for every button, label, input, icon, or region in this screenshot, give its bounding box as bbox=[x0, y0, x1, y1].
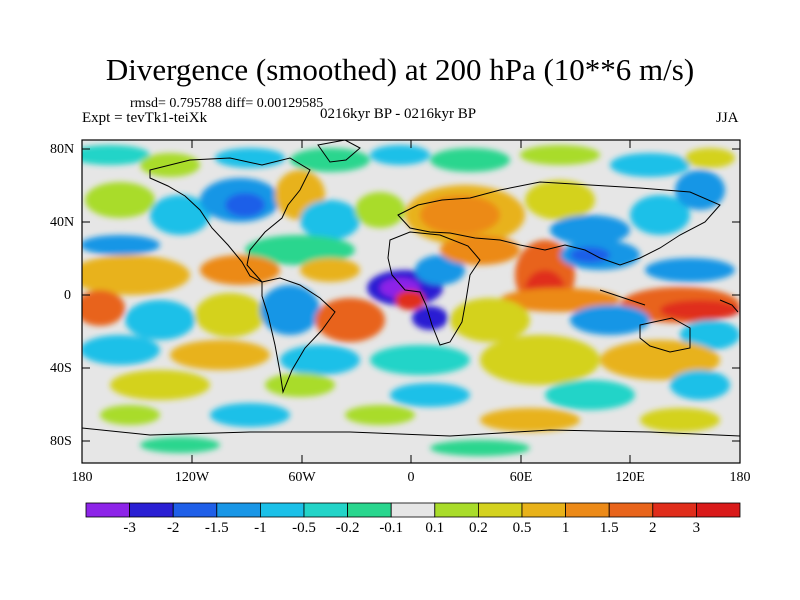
lat-label-40s: 40S bbox=[50, 361, 72, 376]
colorbar-swatch bbox=[608, 502, 654, 518]
lon-label-60e: 60E bbox=[509, 470, 533, 485]
latitude-ticks bbox=[82, 148, 740, 442]
colorbar-swatch bbox=[565, 502, 610, 518]
colorbar-tick: 2 bbox=[649, 520, 657, 536]
colorbar-swatch bbox=[172, 502, 218, 518]
lat-label-40n: 40N bbox=[50, 215, 75, 230]
colorbar bbox=[85, 502, 741, 518]
colorbar-tick: -3 bbox=[123, 520, 136, 536]
colorbar-tick: 1.5 bbox=[599, 520, 619, 536]
colorbar-tick: -2 bbox=[166, 520, 180, 536]
colorbar-tick: -1 bbox=[254, 520, 267, 536]
colorbar-swatch bbox=[696, 502, 741, 518]
colorbar-tick: 0.1 bbox=[425, 520, 445, 536]
coastlines bbox=[82, 140, 740, 437]
colorbar-swatch bbox=[303, 502, 348, 518]
period-label: 0216kyr BP - 0216kyr BP bbox=[320, 106, 477, 122]
colorbar-swatch bbox=[347, 502, 392, 518]
colorbar-tick: 1 bbox=[561, 520, 570, 536]
lon-label-60w: 60W bbox=[288, 470, 316, 485]
lon-label-180w: 180 bbox=[71, 470, 93, 485]
colorbar-swatch bbox=[85, 502, 130, 518]
colorbar-swatch bbox=[259, 502, 305, 518]
colorbar-tick: -0.2 bbox=[335, 520, 360, 536]
colorbar-swatch bbox=[652, 502, 697, 518]
colorbar-tick: -0.5 bbox=[292, 520, 316, 536]
colorbar-tick: 0.5 bbox=[512, 520, 532, 536]
lon-label-0: 0 bbox=[407, 470, 415, 485]
lat-label-80n: 80N bbox=[50, 142, 75, 157]
colorbar-tick: 0.2 bbox=[469, 520, 488, 536]
colorbar-swatch bbox=[477, 502, 523, 518]
colorbar-swatch bbox=[521, 502, 566, 518]
colorbar-swatch bbox=[390, 502, 436, 518]
experiment-label: Expt = tevTk1-teiXk bbox=[82, 110, 208, 126]
divergence-field bbox=[82, 140, 740, 463]
statistics-label: rmsd= 0.795788 diff= 0.00129585 bbox=[130, 96, 324, 111]
colorbar-tick: 3 bbox=[692, 520, 701, 536]
colorbar-swatch bbox=[216, 502, 261, 518]
colorbar-tick: -1.5 bbox=[204, 520, 229, 536]
season-label: JJA bbox=[716, 110, 739, 126]
lat-label-eq: 0 bbox=[64, 288, 71, 303]
lon-label-180e: 180 bbox=[729, 470, 751, 485]
colorbar-swatch bbox=[129, 502, 174, 518]
longitude-ticks bbox=[191, 140, 631, 463]
lon-label-120e: 120E bbox=[615, 470, 645, 485]
lon-label-120w: 120W bbox=[174, 470, 210, 485]
map-title: Divergence (smoothed) at 200 hPa (10**6 … bbox=[105, 52, 695, 87]
colorbar-swatch bbox=[434, 502, 479, 518]
colorbar-tick: -0.1 bbox=[379, 520, 404, 536]
lat-label-80s: 80S bbox=[50, 434, 72, 449]
